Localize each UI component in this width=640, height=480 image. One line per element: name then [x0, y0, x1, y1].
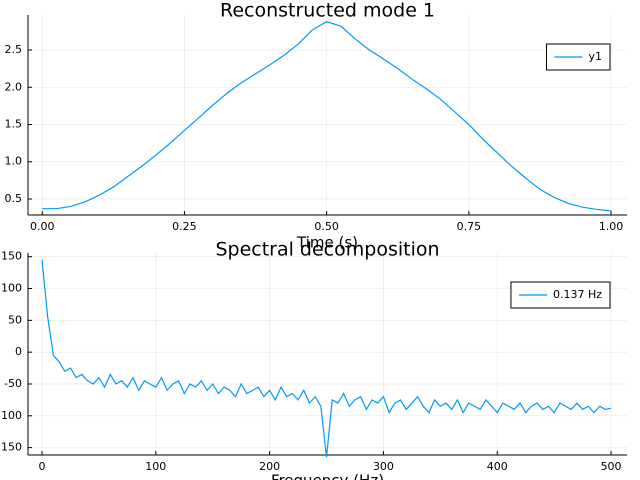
y-tick-label: 100 — [1, 282, 22, 295]
x-axis-label: Time (s) — [296, 234, 358, 252]
y-tick-label: 100 — [1, 409, 22, 422]
legend: 0.137 Hz — [510, 281, 611, 309]
x-tick-label: 0.75 — [457, 220, 482, 233]
x-tick-label: 400 — [487, 460, 508, 473]
y-tick-label: 1.0 — [5, 155, 23, 168]
legend-label: y1 — [588, 50, 602, 63]
chart-title: Spectral decomposition — [215, 239, 439, 261]
y-tick-label: -50 — [4, 377, 22, 390]
legend-label: 0.137 Hz — [553, 288, 602, 301]
y-tick-label: 0 — [15, 345, 22, 358]
legend: y1 — [545, 43, 611, 71]
y-tick-label: 1.5 — [5, 117, 23, 130]
chart-title: Reconstructed mode 1 — [220, 0, 435, 22]
data-line — [42, 21, 612, 212]
x-tick-label: 100 — [145, 460, 166, 473]
x-tick-label: 0.25 — [172, 220, 197, 233]
y-tick-label: 50 — [8, 313, 22, 326]
x-tick-label: 1.00 — [599, 220, 624, 233]
x-tick-label: 0.00 — [30, 220, 55, 233]
x-tick-label: 200 — [259, 460, 280, 473]
x-tick-label: 300 — [373, 460, 394, 473]
y-tick-label: 150 — [1, 441, 22, 454]
x-tick-label: 500 — [601, 460, 622, 473]
y-tick-label: 2.5 — [5, 43, 23, 56]
x-tick-label: 0 — [38, 460, 45, 473]
data-line — [41, 259, 612, 458]
x-axis-label: Frequency (Hz) — [271, 472, 384, 480]
x-tick-label: 0.50 — [314, 220, 339, 233]
y-tick-label: 2.0 — [5, 80, 23, 93]
y-tick-label: 150 — [1, 250, 22, 263]
y-tick-label: 0.5 — [5, 192, 23, 205]
